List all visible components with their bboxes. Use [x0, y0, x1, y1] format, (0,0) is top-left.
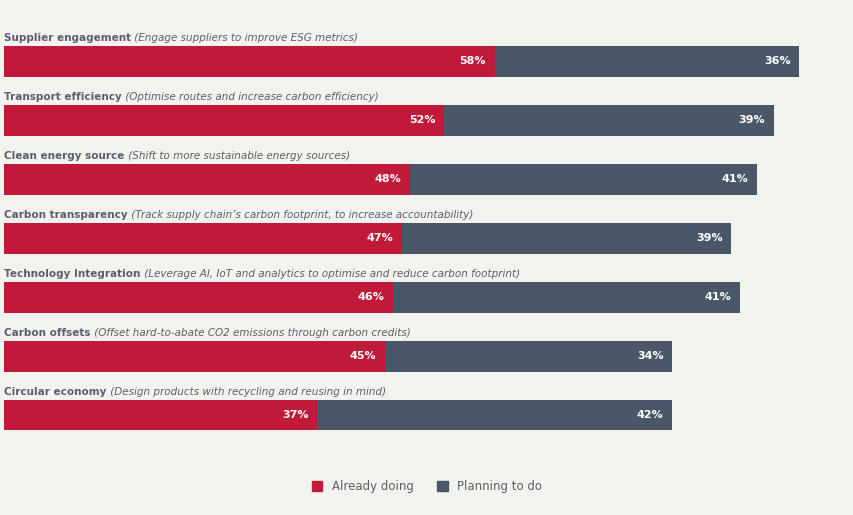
Bar — [409, 164, 756, 195]
Text: 42%: 42% — [636, 410, 663, 420]
Bar — [494, 46, 798, 77]
Text: Supplier engagement: Supplier engagement — [4, 33, 131, 43]
Text: 46%: 46% — [357, 292, 385, 302]
Bar — [385, 341, 671, 371]
Text: 48%: 48% — [374, 175, 401, 184]
Text: 39%: 39% — [695, 233, 722, 243]
Text: 34%: 34% — [636, 351, 663, 361]
Bar — [4, 223, 401, 253]
Text: 41%: 41% — [721, 175, 747, 184]
Bar — [444, 105, 773, 136]
Text: 37%: 37% — [281, 410, 308, 420]
Bar — [4, 105, 444, 136]
Text: 47%: 47% — [366, 233, 392, 243]
Text: Carbon offsets: Carbon offsets — [4, 328, 90, 338]
Text: 45%: 45% — [349, 351, 376, 361]
Text: Technology Integration: Technology Integration — [4, 269, 141, 279]
Text: 58%: 58% — [459, 57, 485, 66]
Bar — [4, 46, 494, 77]
Bar — [401, 223, 730, 253]
Bar — [4, 341, 385, 371]
Bar — [316, 400, 671, 431]
Text: Clean energy source: Clean energy source — [4, 151, 125, 161]
Legend: Already doing, Planning to do: Already doing, Planning to do — [306, 475, 547, 498]
Text: (Shift to more sustainable energy sources): (Shift to more sustainable energy source… — [125, 151, 350, 161]
Text: (Offset hard-to-abate CO2 emissions through carbon credits): (Offset hard-to-abate CO2 emissions thro… — [90, 328, 410, 338]
Text: Circular economy: Circular economy — [4, 387, 107, 397]
Text: (Engage suppliers to improve ESG metrics): (Engage suppliers to improve ESG metrics… — [131, 33, 358, 43]
Text: Carbon transparency: Carbon transparency — [4, 210, 128, 220]
Bar — [4, 282, 392, 313]
Text: (Optimise routes and increase carbon efficiency): (Optimise routes and increase carbon eff… — [122, 92, 379, 102]
Text: Transport efficiency: Transport efficiency — [4, 92, 122, 102]
Text: (Design products with recycling and reusing in mind): (Design products with recycling and reus… — [107, 387, 386, 397]
Text: 52%: 52% — [409, 115, 435, 125]
Text: (Track supply chain’s carbon footprint, to increase accountability): (Track supply chain’s carbon footprint, … — [128, 210, 473, 220]
Bar — [4, 400, 316, 431]
Bar — [392, 282, 739, 313]
Text: 36%: 36% — [763, 57, 790, 66]
Bar — [4, 164, 409, 195]
Text: (Leverage AI, IoT and analytics to optimise and reduce carbon footprint): (Leverage AI, IoT and analytics to optim… — [141, 269, 519, 279]
Text: 39%: 39% — [738, 115, 764, 125]
Text: 41%: 41% — [704, 292, 730, 302]
